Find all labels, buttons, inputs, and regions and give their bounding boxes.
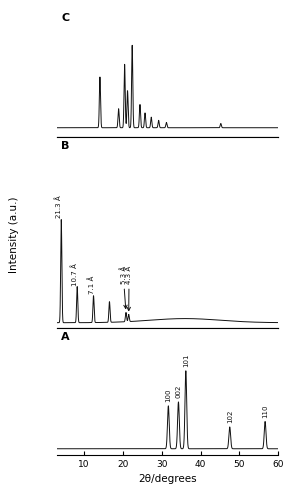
Text: 5.3 Å: 5.3 Å [120, 266, 127, 308]
Text: C: C [61, 12, 69, 22]
Text: 10.7 Å: 10.7 Å [72, 262, 78, 285]
Text: 102: 102 [227, 410, 233, 423]
Text: 7.1 Å: 7.1 Å [88, 276, 95, 294]
Text: B: B [61, 141, 70, 151]
Text: A: A [61, 332, 70, 342]
Text: 002: 002 [176, 384, 181, 398]
Text: 110: 110 [262, 404, 268, 417]
Text: 4.3 Å: 4.3 Å [126, 266, 132, 310]
Text: 100: 100 [165, 388, 171, 402]
Text: Intensity (a.u.): Intensity (a.u.) [9, 196, 19, 273]
Text: 21.3 Å: 21.3 Å [56, 195, 62, 218]
X-axis label: 2θ/degrees: 2θ/degrees [138, 474, 197, 484]
Text: 101: 101 [183, 354, 189, 367]
